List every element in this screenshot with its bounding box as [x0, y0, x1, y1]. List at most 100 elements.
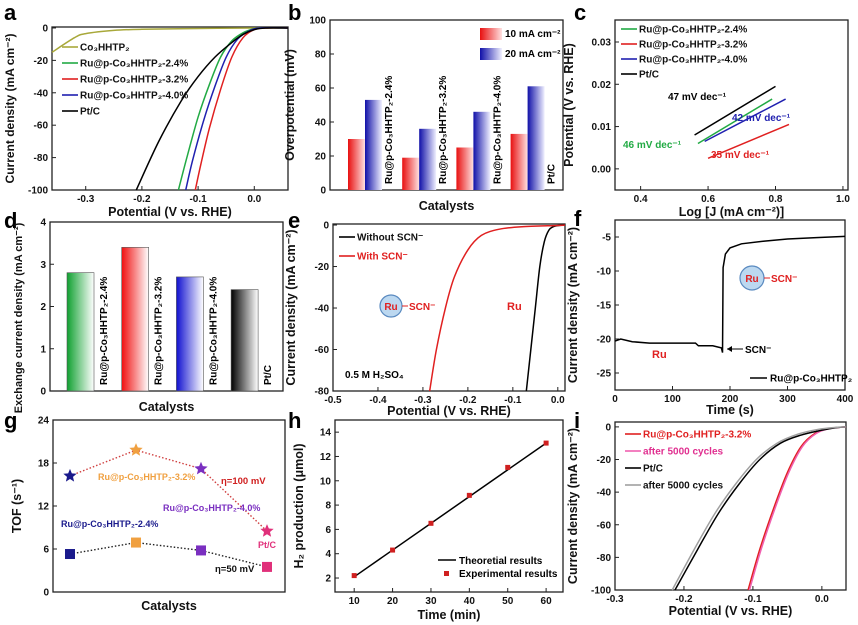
panel-label-c: c [574, 0, 586, 25]
y-tick-label: -20 [597, 335, 612, 346]
legend-label: 10 mA cm⁻² [505, 29, 561, 40]
y-tick-label: 24 [38, 416, 50, 427]
y-axis-title: H₂ production (μmol) [292, 444, 306, 569]
x-tick-label: 30 [425, 596, 437, 607]
x-tick-label: 400 [837, 394, 854, 405]
x-tick-label: 10 [349, 596, 361, 607]
arrow-head-icon [727, 346, 732, 352]
panel-label-a: a [4, 0, 17, 25]
series-line [69, 449, 268, 532]
y-axis-title: Current density (mA cm⁻²) [284, 229, 298, 385]
series-line [194, 27, 289, 191]
square-marker [65, 549, 75, 560]
x-tick-label: 1.0 [836, 194, 850, 205]
panel-f: f 0 100 200 300 400 -5 -10 -15 -20 -25 Time (s) Curr… [566, 206, 854, 417]
star-marker [63, 468, 77, 482]
bar [176, 276, 204, 392]
bar [365, 99, 382, 190]
x-axis-title: Catalysts [141, 599, 197, 613]
legend-label: Experimental results [459, 569, 558, 580]
y-axis-title: Potential (V vs. RHE) [562, 43, 576, 167]
panel-g: g 0 6 12 18 24 Catalysts TOF (s⁻¹) Ru@p-Co₃HHTP₂… [4, 408, 286, 613]
x-tick-label: -0.1 [744, 594, 762, 605]
y-tick-label: 0.02 [592, 80, 612, 91]
bar [510, 133, 528, 190]
x-tick-label: -0.2 [133, 194, 151, 205]
y-tick-label: 2 [40, 302, 46, 313]
y-tick-label: -5 [602, 233, 611, 244]
y-tick-label: 0 [40, 387, 46, 398]
series-line [704, 98, 786, 143]
category-label: Ru@p-Co₃HHTP₂-3.2% [98, 472, 195, 482]
y-tick-label: -60 [597, 520, 612, 531]
panel-label-g: g [4, 408, 17, 433]
ru-annotation: Ru [507, 301, 522, 313]
y-tick-label: 3 [40, 260, 46, 271]
bar [419, 128, 437, 190]
series-line [177, 27, 289, 191]
y-axis-title: Current density (mA cm⁻²) [3, 34, 17, 184]
category-label: Ru@p-Co₃HHTP₂-2.4% [99, 277, 110, 385]
y-tick-label: -15 [597, 301, 612, 312]
x-tick-label: -0.1 [189, 194, 207, 205]
legend-label: Without SCN⁻ [357, 233, 423, 244]
y-tick-label: -40 [315, 304, 330, 315]
y-tick-label: -40 [34, 88, 49, 99]
y-tick-label: -20 [315, 262, 330, 273]
legend-label: Ru@p-Co₃HHTP₂-4.0% [80, 91, 188, 102]
y-axis-title: Current density (mA cm⁻²) [566, 428, 580, 584]
y-tick-label: 12 [320, 452, 332, 463]
x-axis-title: Catalysts [419, 199, 475, 213]
category-label: Pt/C [258, 540, 277, 550]
eta-50-label: η=50 mV [215, 564, 255, 575]
data-point [428, 520, 434, 526]
plot-frame [329, 19, 564, 191]
x-axis-title: Potential (V vs. RHE) [387, 404, 511, 418]
x-tick-label: -0.4 [369, 395, 387, 406]
panel-b: b 0 20 40 60 80 100 Catalysts Overpotential (mV)… [283, 0, 564, 213]
panel-d: d 0 1 2 3 4 Catalysts Exchange current density … [4, 208, 284, 414]
x-tick-label: -0.3 [77, 194, 95, 205]
category-label: Ru@p-Co₃HHTP₂-2.4% [61, 519, 158, 529]
panel-label-f: f [574, 206, 582, 231]
y-tick-label: 4 [40, 218, 46, 229]
bar [527, 86, 545, 190]
eta-100-label: η=100 mV [221, 476, 266, 487]
y-axis-title: TOF (s⁻¹) [10, 479, 24, 533]
y-tick-label: 0 [323, 221, 329, 232]
category-label: Ru@p-Co₃HHTP₂-3.2% [438, 76, 449, 184]
panel-label-b: b [288, 0, 301, 25]
bar [473, 111, 491, 190]
x-tick-label: -0.3 [606, 594, 624, 605]
star-marker [260, 524, 274, 537]
legend-label: Pt/C [643, 464, 663, 475]
y-tick-label: 18 [38, 459, 50, 470]
bar [121, 247, 149, 392]
y-tick-label: -20 [597, 455, 612, 466]
legend-label: With SCN⁻ [357, 252, 408, 263]
series-line [51, 27, 289, 53]
y-axis-title: Exchange current density (mA cm⁻²) [13, 222, 25, 413]
legend-swatch [480, 48, 502, 60]
plot-frame [51, 26, 289, 191]
x-tick-label: 0 [612, 394, 618, 405]
plot-frame [614, 19, 849, 191]
x-tick-label: 0.0 [551, 395, 565, 406]
legend-label: Ru@p-Co₃HHTP₂ [770, 374, 852, 385]
plot-frame [332, 223, 566, 392]
square-marker [262, 561, 272, 572]
y-tick-label: -60 [34, 121, 49, 132]
data-point [543, 440, 549, 446]
y-tick-label: 6 [43, 545, 49, 556]
slope-annotation: 47 mV dec⁻¹ [668, 92, 727, 103]
panel-label-i: i [574, 408, 580, 433]
y-tick-label: 100 [309, 16, 326, 27]
x-tick-label: -0.5 [324, 395, 342, 406]
series-line [697, 98, 773, 145]
x-tick-label: -0.2 [675, 594, 693, 605]
scn-label: SCN⁻ [409, 302, 435, 313]
plot-frame [334, 419, 564, 593]
y-tick-label: -100 [591, 586, 611, 597]
y-tick-label: 20 [315, 152, 327, 163]
